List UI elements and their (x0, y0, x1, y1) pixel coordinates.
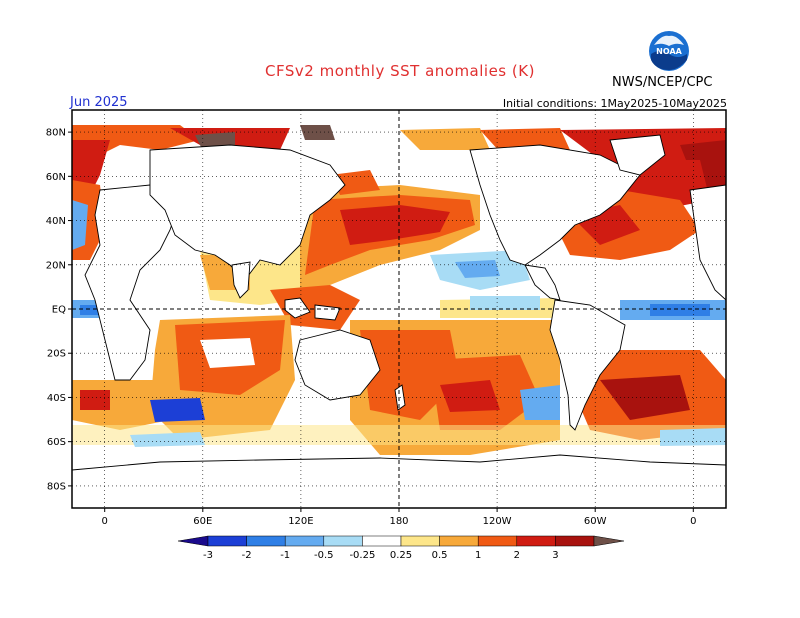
x-tick-label: 0 (690, 516, 696, 527)
y-tick-label: 60N (46, 172, 66, 183)
colorbar-level-label: 0.25 (390, 550, 412, 561)
colorbar-level-label: 2 (514, 550, 520, 561)
x-tick-label: 120W (483, 516, 512, 527)
y-tick-label: 80S (47, 481, 66, 492)
x-tick-label: 0 (102, 516, 108, 527)
chart-title: CFSv2 monthly SST anomalies (K) (265, 62, 535, 80)
colorbar-level-label: 3 (552, 550, 558, 561)
initial-conditions-label: Initial conditions: 1May2025-10May2025 (502, 97, 727, 110)
y-tick-label: 80N (46, 128, 66, 139)
y-tick-label: 20N (46, 260, 66, 271)
colorbar-lower-extend (177, 535, 209, 547)
x-tick-label: 120E (288, 516, 313, 527)
valid-month-label: Jun 2025 (70, 95, 128, 110)
y-tick-label: EQ (52, 305, 66, 316)
colorbar-level-label: -0.25 (349, 550, 375, 561)
axis-ticks: 0 60E 120E 180 120W 60W 0 80N 60N 40N 20N EQ 20S 40S 6… (46, 128, 697, 527)
colorbar-level-label: -3 (203, 550, 213, 561)
x-tick-label: 60W (584, 516, 607, 527)
y-tick-label: 40S (47, 393, 66, 404)
colorbar-segment (246, 535, 286, 547)
colorbar-segment (362, 535, 402, 547)
colorbar-level-label: 1 (475, 550, 481, 561)
colorbar-level-label: -1 (280, 550, 290, 561)
gridlines (72, 110, 726, 508)
noaa-logo-icon: NOAA (649, 31, 689, 71)
y-tick-label: 20S (47, 349, 66, 360)
colorbar-segment (323, 535, 363, 547)
colorbar-segment (477, 535, 518, 547)
colorbar-segment (439, 535, 479, 547)
y-tick-label: 60S (47, 437, 66, 448)
agency-label: NWS/NCEP/CPC (612, 75, 713, 90)
svg-text:NOAA: NOAA (656, 47, 682, 56)
colorbar: -3 -2 -1 -0.5 -0.25 0.25 0.5 1 2 3 (177, 535, 625, 561)
colorbar-segment (555, 535, 595, 547)
colorbar-upper-extend (593, 535, 625, 547)
y-tick-label: 40N (46, 216, 66, 227)
x-tick-label: 60E (193, 516, 212, 527)
colorbar-level-label: -0.5 (314, 550, 334, 561)
colorbar-segment (516, 535, 556, 547)
colorbar-level-label: 0.5 (432, 550, 448, 561)
x-tick-label: 180 (389, 516, 408, 527)
colorbar-segment (284, 535, 325, 547)
colorbar-level-label: -2 (242, 550, 252, 561)
colorbar-segment (207, 535, 247, 547)
colorbar-segment (400, 535, 440, 547)
